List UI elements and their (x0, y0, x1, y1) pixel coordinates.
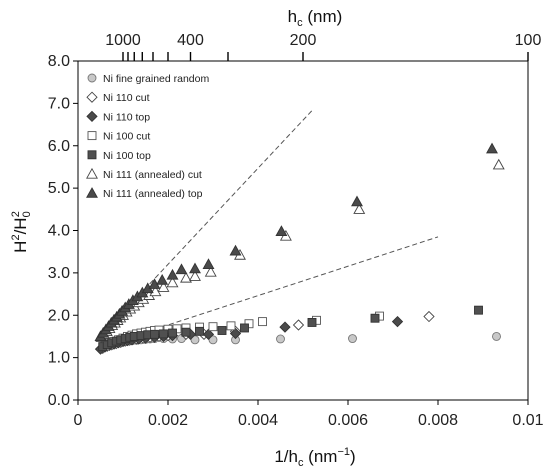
data-point (217, 326, 227, 335)
data-point (189, 262, 201, 274)
x-axis-ticks: 0 0.002 0.004 0.006 0.008 0.01 (74, 400, 544, 429)
top-tick-label: 100 (515, 32, 542, 49)
data-point (156, 273, 169, 285)
data-point (351, 195, 363, 207)
x-tick-label: 0.008 (418, 412, 458, 429)
x-tick-label: 0 (74, 412, 83, 429)
legend: Ni fine grained random Ni 110 cut Ni 110 t… (86, 73, 209, 200)
legend-label: Ni 111 (annealed) top (103, 188, 203, 200)
legend-label: Ni 111 (annealed) cut (103, 169, 202, 181)
data-point (208, 322, 218, 332)
legend-marker (86, 167, 98, 179)
reference-lines (100, 110, 439, 348)
y-tick-label: 2.0 (48, 307, 70, 324)
y-tick-label: 8.0 (48, 53, 70, 70)
data-point (195, 326, 204, 336)
y-tick-label: 5.0 (48, 180, 70, 197)
data-point (474, 305, 483, 315)
data-point (423, 310, 435, 323)
y-tick-label: 1.0 (48, 350, 70, 367)
series-ni-111-annealed-cut (95, 158, 505, 342)
data-point (279, 321, 291, 333)
y-axis-ticks: 0.0 1.0 2.0 3.0 4.0 5.0 6.0 7.0 8.0 (48, 53, 78, 409)
legend-marker (87, 131, 97, 141)
data-point (391, 315, 404, 328)
series-ni-100-top (98, 305, 483, 352)
data-point (307, 318, 317, 327)
data-point (181, 327, 191, 337)
data-point (226, 321, 236, 331)
data-point (276, 334, 285, 344)
y-tick-label: 4.0 (48, 223, 70, 240)
legend-label: Ni 100 top (103, 150, 151, 162)
data-point (292, 319, 305, 331)
data-point (166, 268, 179, 280)
y-tick-label: 3.0 (48, 265, 70, 282)
x-tick-label: 0.01 (512, 412, 543, 429)
data-point (275, 225, 288, 236)
legend-marker (86, 187, 98, 198)
top-tick-label: 200 (290, 32, 317, 49)
data-point (353, 203, 366, 214)
data-point (202, 328, 215, 340)
data-point (189, 270, 201, 281)
data-point (258, 317, 267, 327)
data-point (149, 285, 162, 297)
data-point (208, 335, 218, 345)
x-tick-label: 0.006 (328, 412, 368, 429)
legend-marker (87, 73, 97, 83)
data-point (150, 329, 159, 339)
y-axis-title: H2/H02 (10, 211, 33, 253)
legend-marker (86, 91, 98, 103)
legend-marker (86, 110, 98, 123)
data-point (180, 271, 192, 283)
data-point (157, 281, 170, 292)
legend-label: Ni 110 cut (103, 92, 150, 104)
data-point (370, 313, 380, 323)
data-point (168, 328, 177, 338)
data-point (486, 142, 498, 154)
legend-marker (87, 150, 97, 160)
x-tick-label: 0.004 (238, 412, 278, 429)
data-point (166, 276, 179, 288)
y-tick-label: 0.0 (48, 392, 70, 409)
top-tick-label: 1000 (105, 32, 141, 49)
series-ni-111-annealed-top (94, 142, 498, 342)
data-point (202, 258, 215, 270)
data-point (159, 329, 168, 339)
data-point (229, 244, 242, 256)
top-tick-label: 400 (177, 32, 204, 49)
data-point (240, 323, 249, 333)
legend-label: Ni 100 cut (103, 131, 150, 143)
top-axis-ticks: 1000 400 200 100 (105, 32, 541, 61)
data-point (492, 158, 505, 170)
legend-label: Ni fine grained random (103, 73, 209, 85)
y-tick-label: 7.0 (48, 95, 70, 112)
data-point (175, 263, 188, 275)
legend-label: Ni 110 top (103, 111, 150, 123)
data-point (190, 335, 200, 345)
x-axis-title: 1/hc (nm−1) (274, 446, 355, 469)
data-point (229, 327, 242, 340)
y-tick-label: 6.0 (48, 138, 70, 155)
data-point (348, 334, 357, 344)
data-point (492, 331, 501, 341)
x-tick-label: 0.002 (148, 412, 188, 429)
data-point (204, 265, 217, 277)
top-axis-title: hc (nm) (288, 7, 343, 29)
data-series (94, 142, 505, 355)
